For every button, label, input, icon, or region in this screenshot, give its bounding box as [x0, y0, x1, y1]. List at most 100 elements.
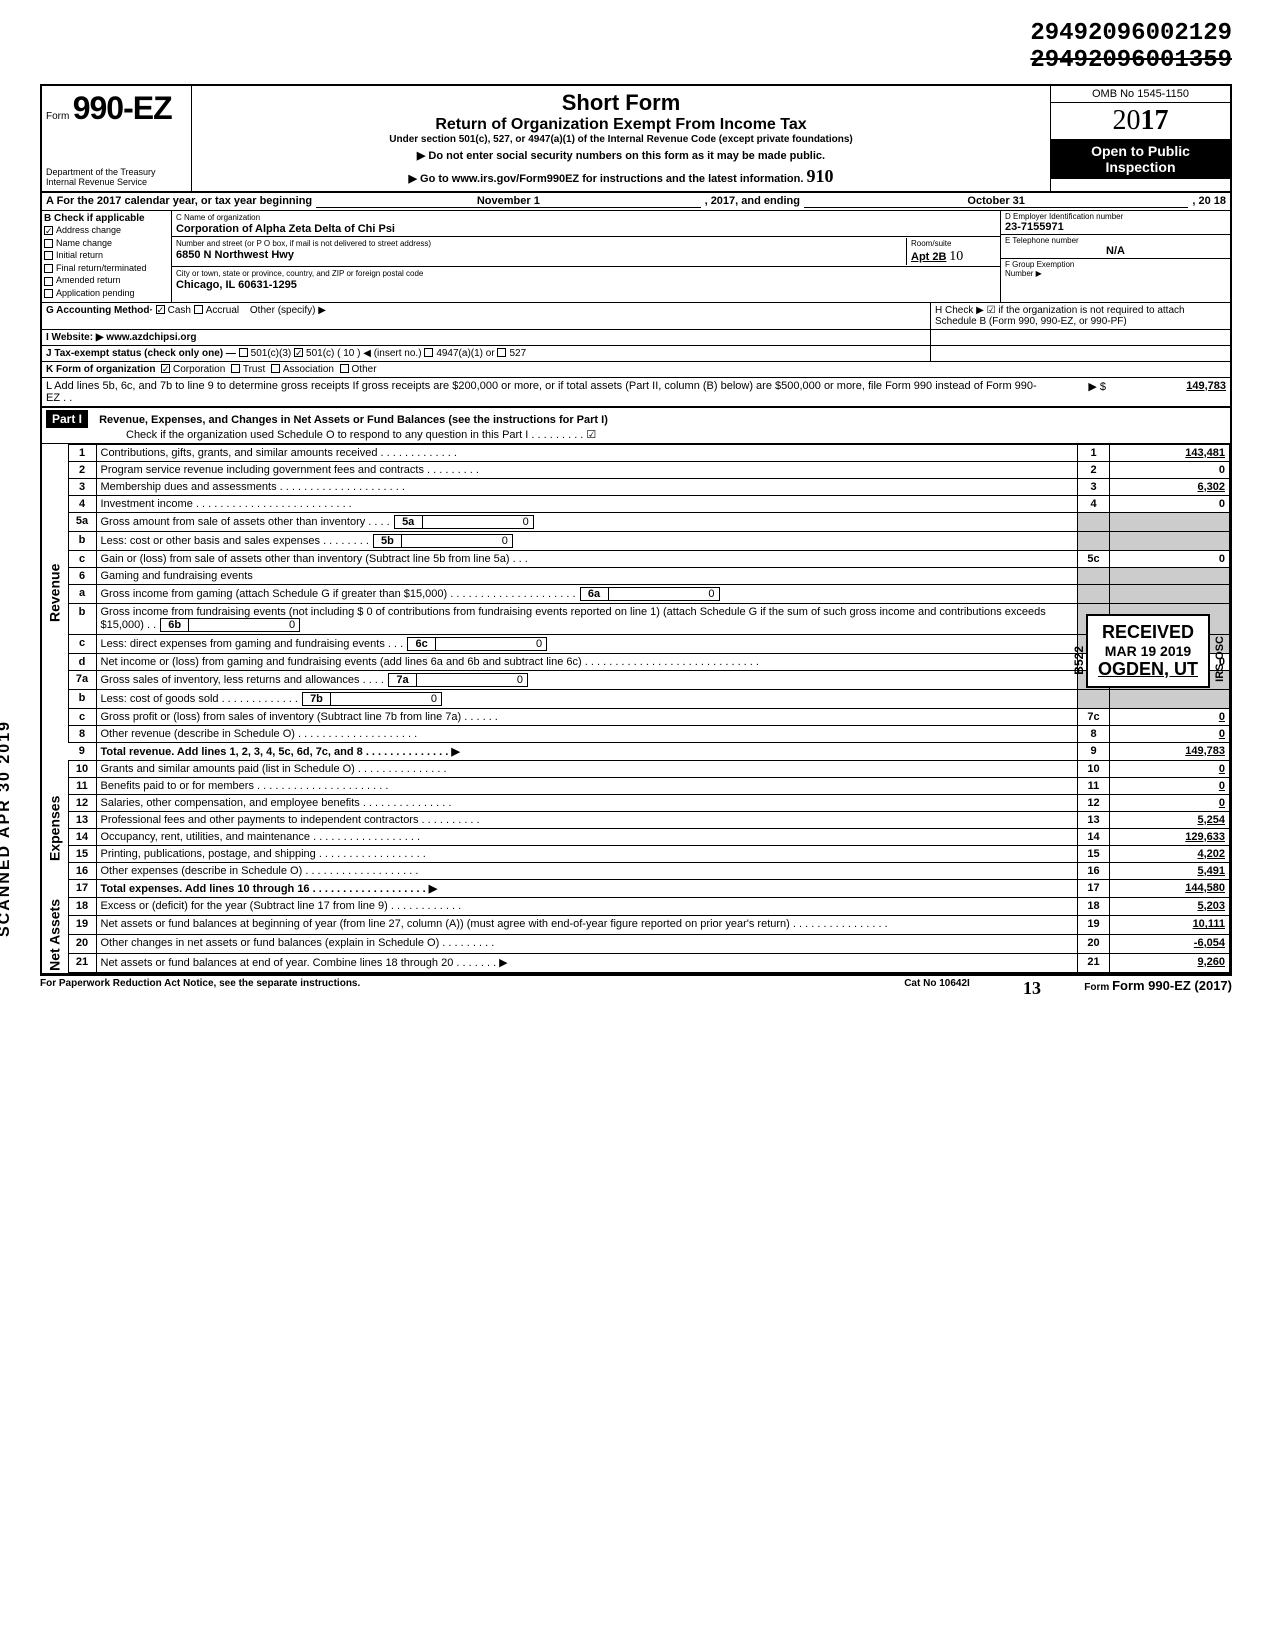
- l6c-d: Less: direct expenses from gaming and fu…: [96, 634, 1078, 653]
- col-c: C Name of organization Corporation of Al…: [172, 211, 1000, 302]
- k-o4: Other: [352, 364, 377, 375]
- chk-lbl-5: Application pending: [56, 288, 135, 298]
- side-expenses: Expenses: [42, 760, 68, 897]
- l7a-iba: 0: [417, 674, 527, 686]
- tax-year: 2017: [1051, 103, 1230, 139]
- chk-lbl-2: Initial return: [56, 250, 103, 260]
- l5c-n: c: [68, 550, 96, 567]
- chk-cash[interactable]: ✓: [156, 305, 165, 314]
- chk-4947[interactable]: [424, 348, 433, 357]
- l18-d: Excess or (deficit) for the year (Subtra…: [96, 897, 1078, 916]
- l5a-n: 5a: [68, 512, 96, 531]
- l6a-d: Gross income from gaming (attach Schedul…: [96, 584, 1078, 603]
- g-label: G Accounting Method·: [46, 305, 153, 316]
- l2-n: 2: [68, 461, 96, 478]
- chk-assoc[interactable]: [271, 364, 280, 373]
- arrow2-text: ▶ Go to www.irs.gov/Form990EZ for instru…: [409, 173, 804, 185]
- row-j: J Tax-exempt status (check only one) — 5…: [40, 346, 1232, 362]
- form-prefix: Form: [46, 111, 69, 122]
- f-label: F Group Exemption: [1005, 260, 1226, 269]
- row-i: I Website: ▶ www.azdchipsi.org: [40, 330, 1232, 346]
- chk-corp[interactable]: ✓: [161, 364, 170, 373]
- l12-n: 12: [68, 794, 96, 811]
- chk-name-change[interactable]: Name change: [44, 237, 169, 250]
- l6b-ibn: 6b: [161, 619, 189, 631]
- l18-amt: 5,203: [1110, 897, 1230, 916]
- l13-d: Professional fees and other payments to …: [96, 811, 1078, 828]
- chk-final-return[interactable]: Final return/terminated: [44, 262, 169, 275]
- l4-n: 4: [68, 495, 96, 512]
- chk-trust[interactable]: [231, 364, 240, 373]
- period-yr: , 20 18: [1192, 195, 1226, 208]
- l5a-d: Gross amount from sale of assets other t…: [96, 512, 1078, 531]
- l8-n: 8: [68, 725, 96, 742]
- l9-amt: 149,783: [1110, 742, 1230, 760]
- chk-527[interactable]: [497, 348, 506, 357]
- side-spacer: [42, 742, 68, 760]
- l9-n: 9: [68, 742, 96, 760]
- l3-num: 3: [1078, 478, 1110, 495]
- l6a-ibn: 6a: [581, 588, 609, 600]
- l9-d: Total revenue. Add lines 1, 2, 3, 4, 5c,…: [96, 742, 1078, 760]
- stamp-side: B522: [1072, 646, 1086, 675]
- chk-501c3[interactable]: [239, 348, 248, 357]
- part1-title: Revenue, Expenses, and Changes in Net As…: [99, 414, 608, 426]
- l17-d: Total expenses. Add lines 10 through 16 …: [96, 879, 1078, 897]
- l17-amt: 144,580: [1110, 879, 1230, 897]
- dept-label: Department of the Treasury Internal Reve…: [46, 167, 187, 187]
- l6c-ibn: 6c: [408, 638, 436, 650]
- footer-hand: 13: [1012, 978, 1052, 999]
- chk-other[interactable]: [340, 364, 349, 373]
- side-revenue: Revenue: [42, 444, 68, 742]
- l7b-n: b: [68, 689, 96, 708]
- stamp-l2: MAR 19 2019: [1098, 643, 1198, 659]
- l12-num: 12: [1078, 794, 1110, 811]
- chk-501c[interactable]: ✓: [294, 348, 303, 357]
- l16-d: Other expenses (describe in Schedule O) …: [96, 862, 1078, 879]
- k-label: K Form of organization: [46, 364, 155, 375]
- l6-shade: [1078, 567, 1110, 584]
- col-de: D Employer Identification number 23-7155…: [1000, 211, 1230, 302]
- l10-d: Grants and similar amounts paid (list in…: [96, 760, 1078, 777]
- l13-n: 13: [68, 811, 96, 828]
- side-netassets: Net Assets: [42, 897, 68, 973]
- l3-d: Membership dues and assessments . . . . …: [96, 478, 1078, 495]
- l3-amt: 6,302: [1110, 478, 1230, 495]
- i-label: I Website: ▶: [46, 332, 104, 343]
- chk-lbl-1: Name change: [56, 238, 112, 248]
- c-room-label: Room/suite: [911, 239, 951, 248]
- chk-accrual[interactable]: [194, 305, 203, 314]
- chk-amended[interactable]: Amended return: [44, 274, 169, 287]
- b-header: B Check if applicable: [44, 213, 169, 224]
- top-number-2-strike: 29492096001359: [40, 47, 1232, 74]
- l6d-n: d: [68, 653, 96, 670]
- l17-num: 17: [1078, 879, 1110, 897]
- l21-num: 21: [1078, 953, 1110, 973]
- l5b-iba: 0: [402, 535, 512, 547]
- l5a-shade2: [1110, 512, 1230, 531]
- l15-amt: 4,202: [1110, 845, 1230, 862]
- l19-n: 19: [68, 916, 96, 935]
- l10-n: 10: [68, 760, 96, 777]
- lines-table-wrap: RECEIVED MAR 19 2019 OGDEN, UT B522 IRS-…: [40, 444, 1232, 976]
- chk-pending[interactable]: Application pending: [44, 287, 169, 300]
- l7c-num: 7c: [1078, 708, 1110, 725]
- l14-n: 14: [68, 828, 96, 845]
- chk-address-change[interactable]: ✓Address change: [44, 224, 169, 237]
- l14-num: 14: [1078, 828, 1110, 845]
- l5b-d: Less: cost or other basis and sales expe…: [96, 531, 1078, 550]
- l6c-n: c: [68, 634, 96, 653]
- chk-initial-return[interactable]: Initial return: [44, 249, 169, 262]
- c-room-hand: 10: [949, 249, 963, 264]
- l5b-shade: [1078, 531, 1110, 550]
- form-header-center: Short Form Return of Organization Exempt…: [192, 86, 1050, 191]
- l18-num: 18: [1078, 897, 1110, 916]
- l19-num: 19: [1078, 916, 1110, 935]
- l21-n: 21: [68, 953, 96, 973]
- l-text: L Add lines 5b, 6c, and 7b to line 9 to …: [46, 380, 1046, 404]
- l19-amt: 10,111: [1110, 916, 1230, 935]
- l21-amt: 9,260: [1110, 953, 1230, 973]
- h-cell: H Check ▶ ☑ if the organization is not r…: [930, 303, 1230, 329]
- l1-num: 1: [1078, 444, 1110, 461]
- form-number: 990-EZ: [73, 90, 172, 126]
